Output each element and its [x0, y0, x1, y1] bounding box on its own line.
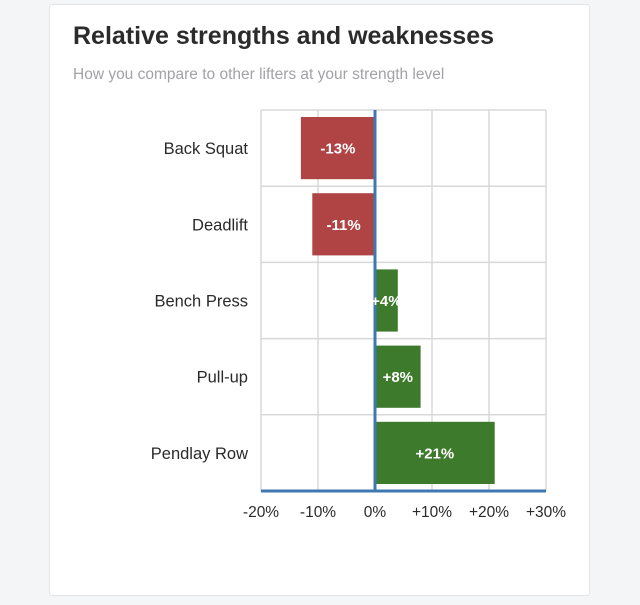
x-tick-label: +30%	[526, 504, 566, 521]
category-label: Deadlift	[192, 216, 248, 234]
bar-back-squat	[300, 117, 375, 180]
bar-value-label: +4%	[371, 293, 401, 310]
x-tick-label: -20%	[243, 504, 279, 521]
bar-value-label: +21%	[415, 445, 454, 462]
category-label: Pull-up	[197, 369, 248, 387]
bar-value-label: -13%	[320, 141, 355, 158]
bar-value-label: +8%	[383, 369, 413, 386]
strengths-card	[49, 4, 590, 596]
chart-axes	[261, 110, 546, 493]
category-label: Back Squat	[164, 140, 249, 158]
x-tick-label: +10%	[412, 504, 452, 521]
category-label: Pendlay Row	[151, 445, 248, 463]
x-tick-label: +20%	[469, 504, 509, 521]
category-label: Bench Press	[154, 293, 248, 311]
chart-grid	[260, 109, 547, 491]
x-tick-label: -10%	[300, 504, 336, 521]
chart-labels: -13% Back Squat -11% Deadlift +4% Bench Press…	[151, 140, 566, 521]
bar-pull-up	[375, 345, 421, 408]
bar-deadlift	[312, 193, 375, 256]
bar-value-label: -11%	[327, 217, 361, 234]
x-tick-label: 0%	[364, 504, 387, 521]
chart-subtitle: How you compare to other lifters at your…	[73, 66, 445, 83]
bar-pendlay-row	[375, 421, 495, 484]
bar-bench-press	[375, 269, 398, 332]
chart-title: Relative strengths and weaknesses	[73, 22, 495, 50]
chart-bars	[300, 117, 495, 484]
